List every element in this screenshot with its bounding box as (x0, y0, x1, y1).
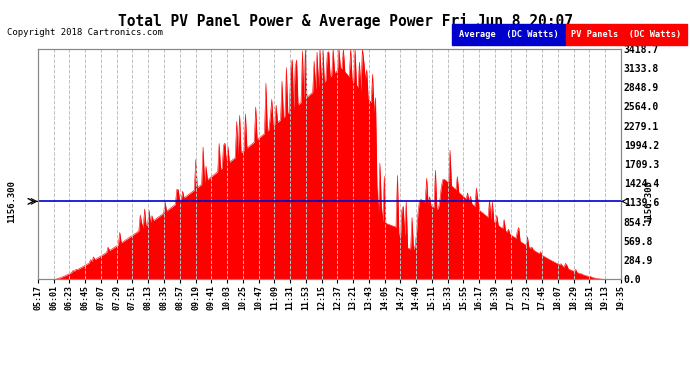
Text: 1156.300: 1156.300 (644, 180, 653, 223)
Text: 1156.300: 1156.300 (7, 180, 17, 223)
Text: Average  (DC Watts): Average (DC Watts) (459, 30, 559, 39)
Text: Copyright 2018 Cartronics.com: Copyright 2018 Cartronics.com (7, 28, 163, 37)
Text: PV Panels  (DC Watts): PV Panels (DC Watts) (571, 30, 681, 39)
Text: Total PV Panel Power & Average Power Fri Jun 8 20:07: Total PV Panel Power & Average Power Fri… (117, 13, 573, 29)
